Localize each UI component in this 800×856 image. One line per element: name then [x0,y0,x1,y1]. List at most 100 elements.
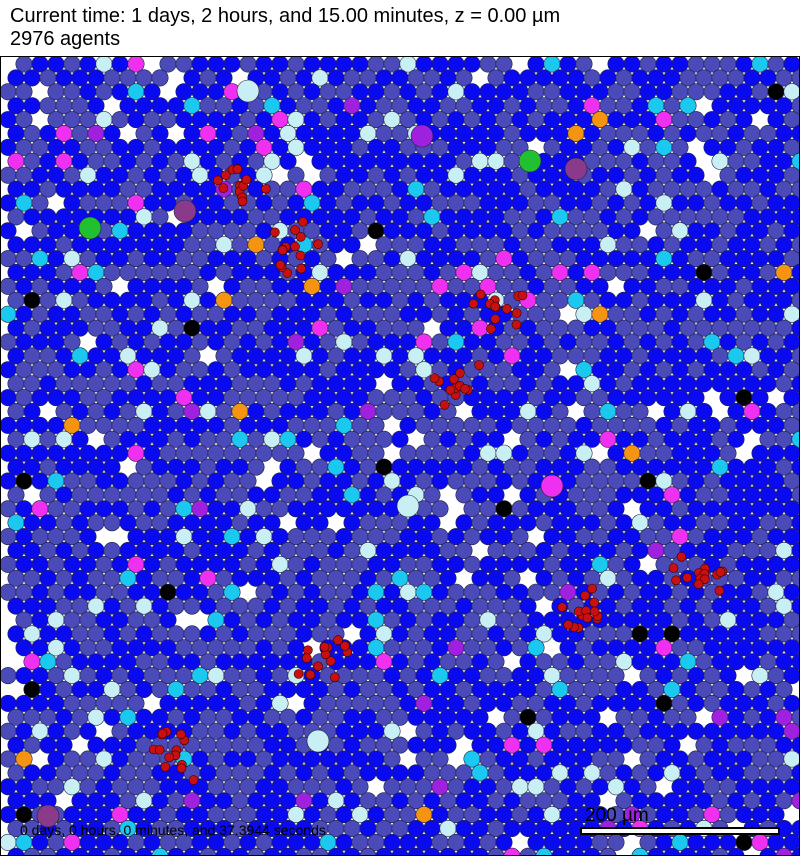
light-cyan-cell [575,444,593,462]
cell [23,402,41,420]
cell [295,847,313,856]
red-agent [682,572,693,583]
cell [439,847,457,856]
red-agent [277,245,288,255]
cell [783,166,800,184]
red-agent [290,225,300,235]
cell [719,444,737,462]
cell [783,611,800,629]
cell [607,667,625,685]
red-agent [221,170,231,180]
light-cyan-cell [271,694,289,712]
light-cyan-cell [255,166,273,184]
highlighted-cell [518,149,542,173]
red-agent [218,183,229,193]
cyan-cell [151,847,169,856]
cell [87,847,105,856]
cell [127,694,145,712]
cyan-cell [527,639,545,657]
cell [103,125,121,143]
red-agent [241,174,252,185]
red-agent [188,775,199,785]
cell [639,778,657,796]
scalebar-inner [582,829,778,833]
cell [543,361,561,379]
red-agent [340,641,350,651]
cell [0,667,17,685]
red-agent [445,385,456,395]
cell [359,847,377,856]
cell [391,430,409,448]
cell [671,138,689,156]
cyan-cell [223,583,241,601]
red-agent [301,653,312,663]
cell [471,708,489,726]
red-agent [511,308,522,318]
cell [695,847,713,856]
cell [103,458,121,476]
cell [79,722,97,740]
cell [679,847,697,856]
cell [343,847,361,856]
cell [239,472,257,490]
cell [591,277,609,295]
cell [231,847,249,856]
cell [359,375,377,393]
cell [375,847,393,856]
cell [783,56,800,73]
cell [599,847,617,856]
red-agent [296,263,306,274]
red-agent [468,298,479,309]
cell [327,847,345,856]
cell [103,514,121,532]
red-agent [275,260,286,270]
red-agent [460,383,470,394]
magenta-cell [503,847,521,856]
cell [191,277,209,295]
highlighted-cell [564,157,588,181]
purple-cell [783,722,800,740]
cell [63,333,81,351]
cell [7,486,25,504]
cell [727,847,745,856]
cell [519,597,537,615]
light-cyan-cell [783,305,800,323]
red-agent [474,360,484,370]
red-agent [511,319,522,330]
cell [455,847,473,856]
cell [775,680,793,698]
red-agent [517,290,528,301]
red-agent [154,745,165,755]
red-agent [213,175,223,186]
cell [487,486,505,504]
cell [423,486,441,504]
cell [15,111,33,129]
red-agent [325,656,336,666]
plot-header: Current time: 1 days, 2 hours, and 15.00… [0,0,800,56]
cell [23,847,41,856]
cell [495,56,513,73]
cell [551,402,569,420]
cell [263,514,281,532]
cell [607,500,625,518]
red-agent [290,241,300,252]
red-agent [490,314,501,324]
light-cyan-cell [783,750,800,768]
cell [55,736,73,754]
cell [783,667,800,685]
red-agent [237,196,248,207]
cell [311,514,329,532]
red-agent [313,661,323,672]
cell [503,569,521,587]
cell [679,708,697,726]
cell [455,541,473,559]
highlighted-cell [36,804,60,828]
cell [607,750,625,768]
red-agent [714,585,725,596]
cell [199,847,217,856]
cell [71,430,89,448]
cell [487,847,505,856]
red-agent [157,728,168,739]
cell [719,667,737,685]
cell [711,847,729,856]
